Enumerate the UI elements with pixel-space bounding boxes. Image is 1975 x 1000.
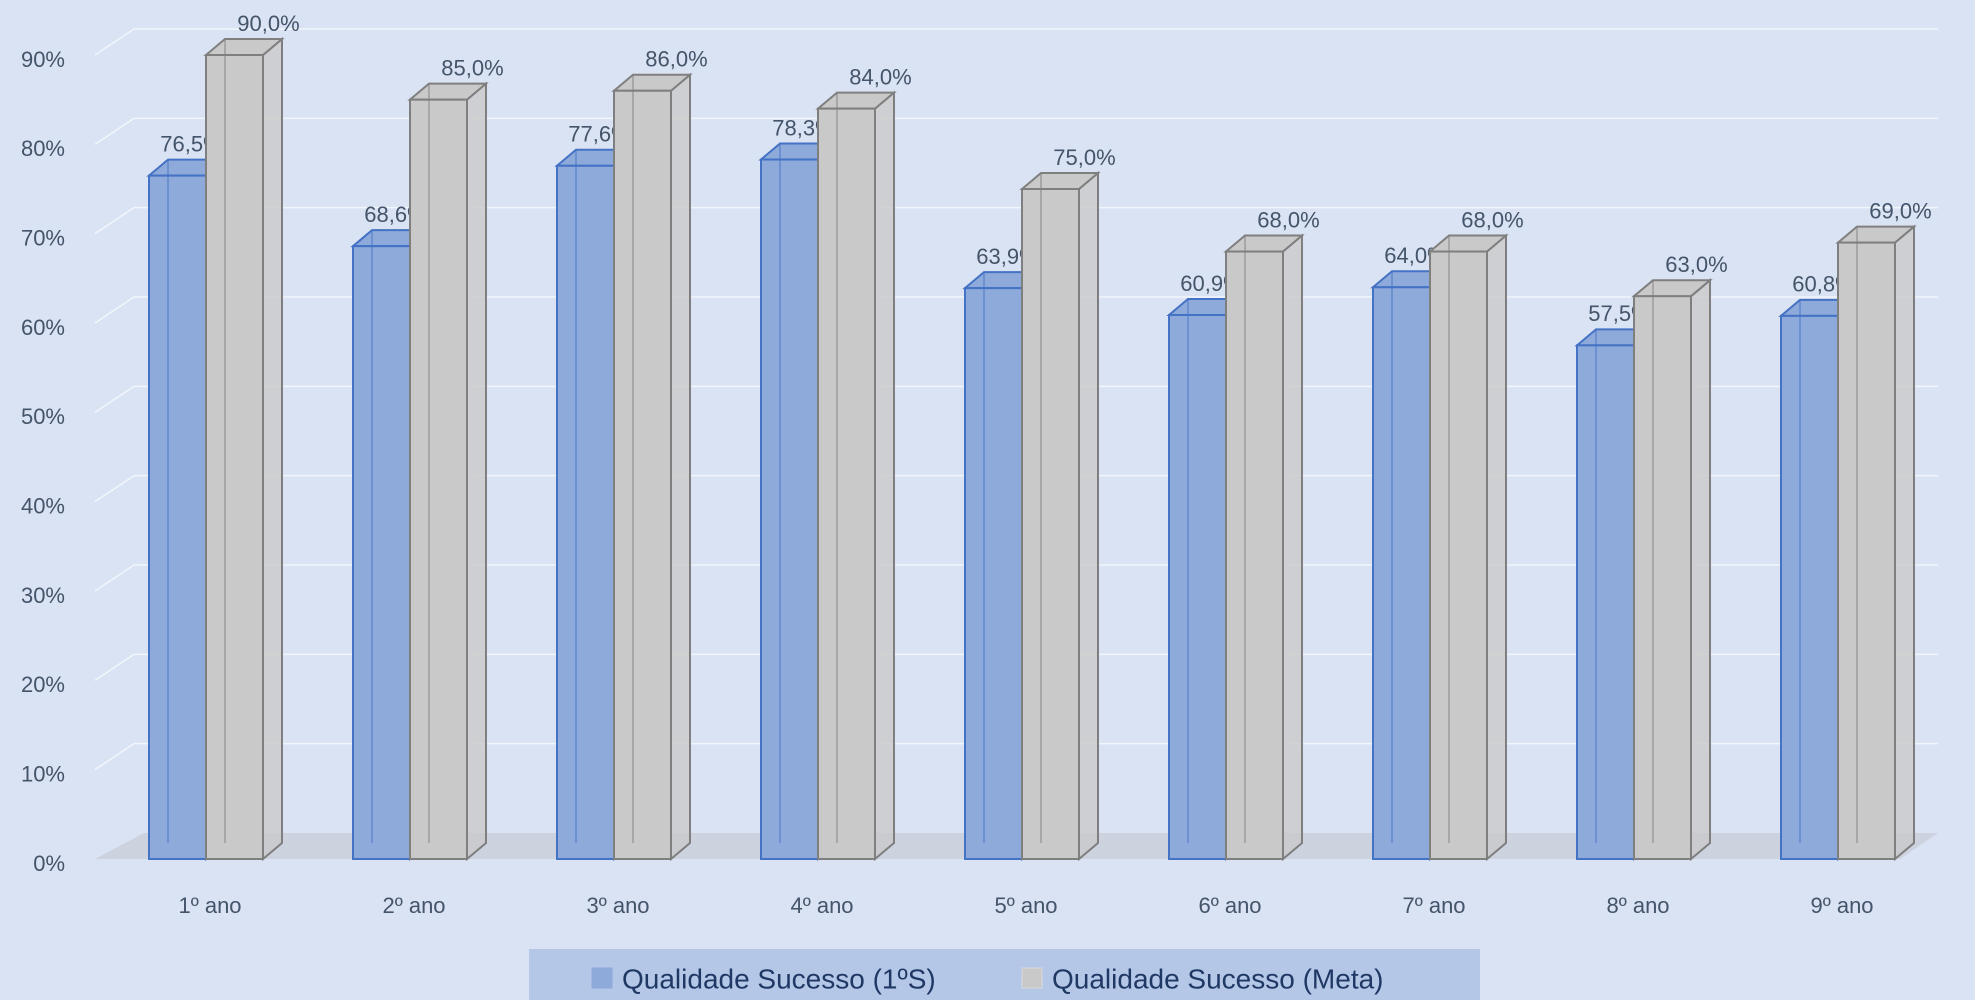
bar: [1225, 250, 1284, 861]
bar-side: [1282, 233, 1303, 862]
y-tick-label: 20%: [21, 672, 65, 697]
bar: [205, 54, 264, 860]
x-tick-label: 7º ano: [1402, 893, 1465, 918]
legend-box: [529, 949, 1480, 1000]
bar: [352, 245, 411, 860]
grid-line: [94, 28, 1938, 56]
bar: [1021, 188, 1080, 860]
bar: [1837, 241, 1896, 861]
y-tick-label: 30%: [21, 583, 65, 608]
legend-swatch: [591, 967, 613, 989]
grid-line: [94, 117, 1938, 145]
bar: [613, 89, 672, 860]
bar: [1576, 344, 1635, 861]
bar: [1780, 314, 1839, 860]
bar: [964, 287, 1023, 861]
y-tick-label: 40%: [21, 493, 65, 518]
grid-line: [94, 653, 1938, 681]
x-tick-label: 4º ano: [790, 893, 853, 918]
grid-line: [94, 385, 1938, 413]
y-tick-label: 70%: [21, 225, 65, 250]
legend-swatch: [1021, 967, 1043, 989]
value-label: 68,0%: [1257, 207, 1319, 232]
bar: [1372, 286, 1431, 860]
y-tick-label: 90%: [21, 47, 65, 72]
y-tick-label: 10%: [21, 761, 65, 786]
grid-line: [94, 474, 1938, 503]
x-tick-label: 9º ano: [1810, 893, 1873, 918]
x-tick-label: 5º ano: [994, 893, 1057, 918]
grid-line: [94, 564, 1938, 592]
bar: [1429, 250, 1488, 861]
value-label: 68,0%: [1461, 207, 1523, 232]
bar-side: [1690, 278, 1711, 862]
y-tick-label: 0%: [33, 851, 65, 876]
grid-line: [94, 742, 1938, 771]
bar: [817, 107, 876, 861]
value-label: 86,0%: [645, 47, 707, 72]
x-tick-label: 2º ano: [382, 893, 445, 918]
bar-side: [874, 90, 895, 862]
bar: [1633, 295, 1692, 860]
value-label: 90,0%: [237, 11, 299, 36]
value-label: 69,0%: [1869, 198, 1931, 223]
x-tick-label: 8º ano: [1606, 893, 1669, 918]
bar: [760, 158, 819, 860]
x-tick-label: 6º ano: [1198, 893, 1261, 918]
y-tick-label: 60%: [21, 315, 65, 340]
bar-side: [1078, 170, 1099, 862]
bar-side: [262, 36, 283, 862]
value-label: 84,0%: [849, 64, 911, 89]
y-tick-label: 50%: [21, 404, 65, 429]
value-label: 63,0%: [1665, 252, 1727, 277]
bar: [1168, 313, 1227, 860]
bar-side: [466, 81, 487, 862]
grid-line: [94, 296, 1938, 324]
x-tick-label: 1º ano: [178, 893, 241, 918]
value-label: 75,0%: [1053, 145, 1115, 170]
bar: [556, 164, 615, 861]
legend-label: Qualidade Sucesso (1ºS): [622, 963, 936, 994]
y-tick-label: 80%: [21, 136, 65, 161]
bar: [409, 98, 468, 860]
bar-side: [1486, 233, 1507, 862]
bar: [148, 174, 207, 861]
grid-line: [94, 206, 1938, 235]
x-tick-label: 3º ano: [586, 893, 649, 918]
bar-side: [670, 72, 691, 862]
legend-label: Qualidade Sucesso (Meta): [1052, 963, 1384, 994]
bar-side: [1894, 224, 1915, 862]
value-label: 85,0%: [441, 55, 503, 80]
